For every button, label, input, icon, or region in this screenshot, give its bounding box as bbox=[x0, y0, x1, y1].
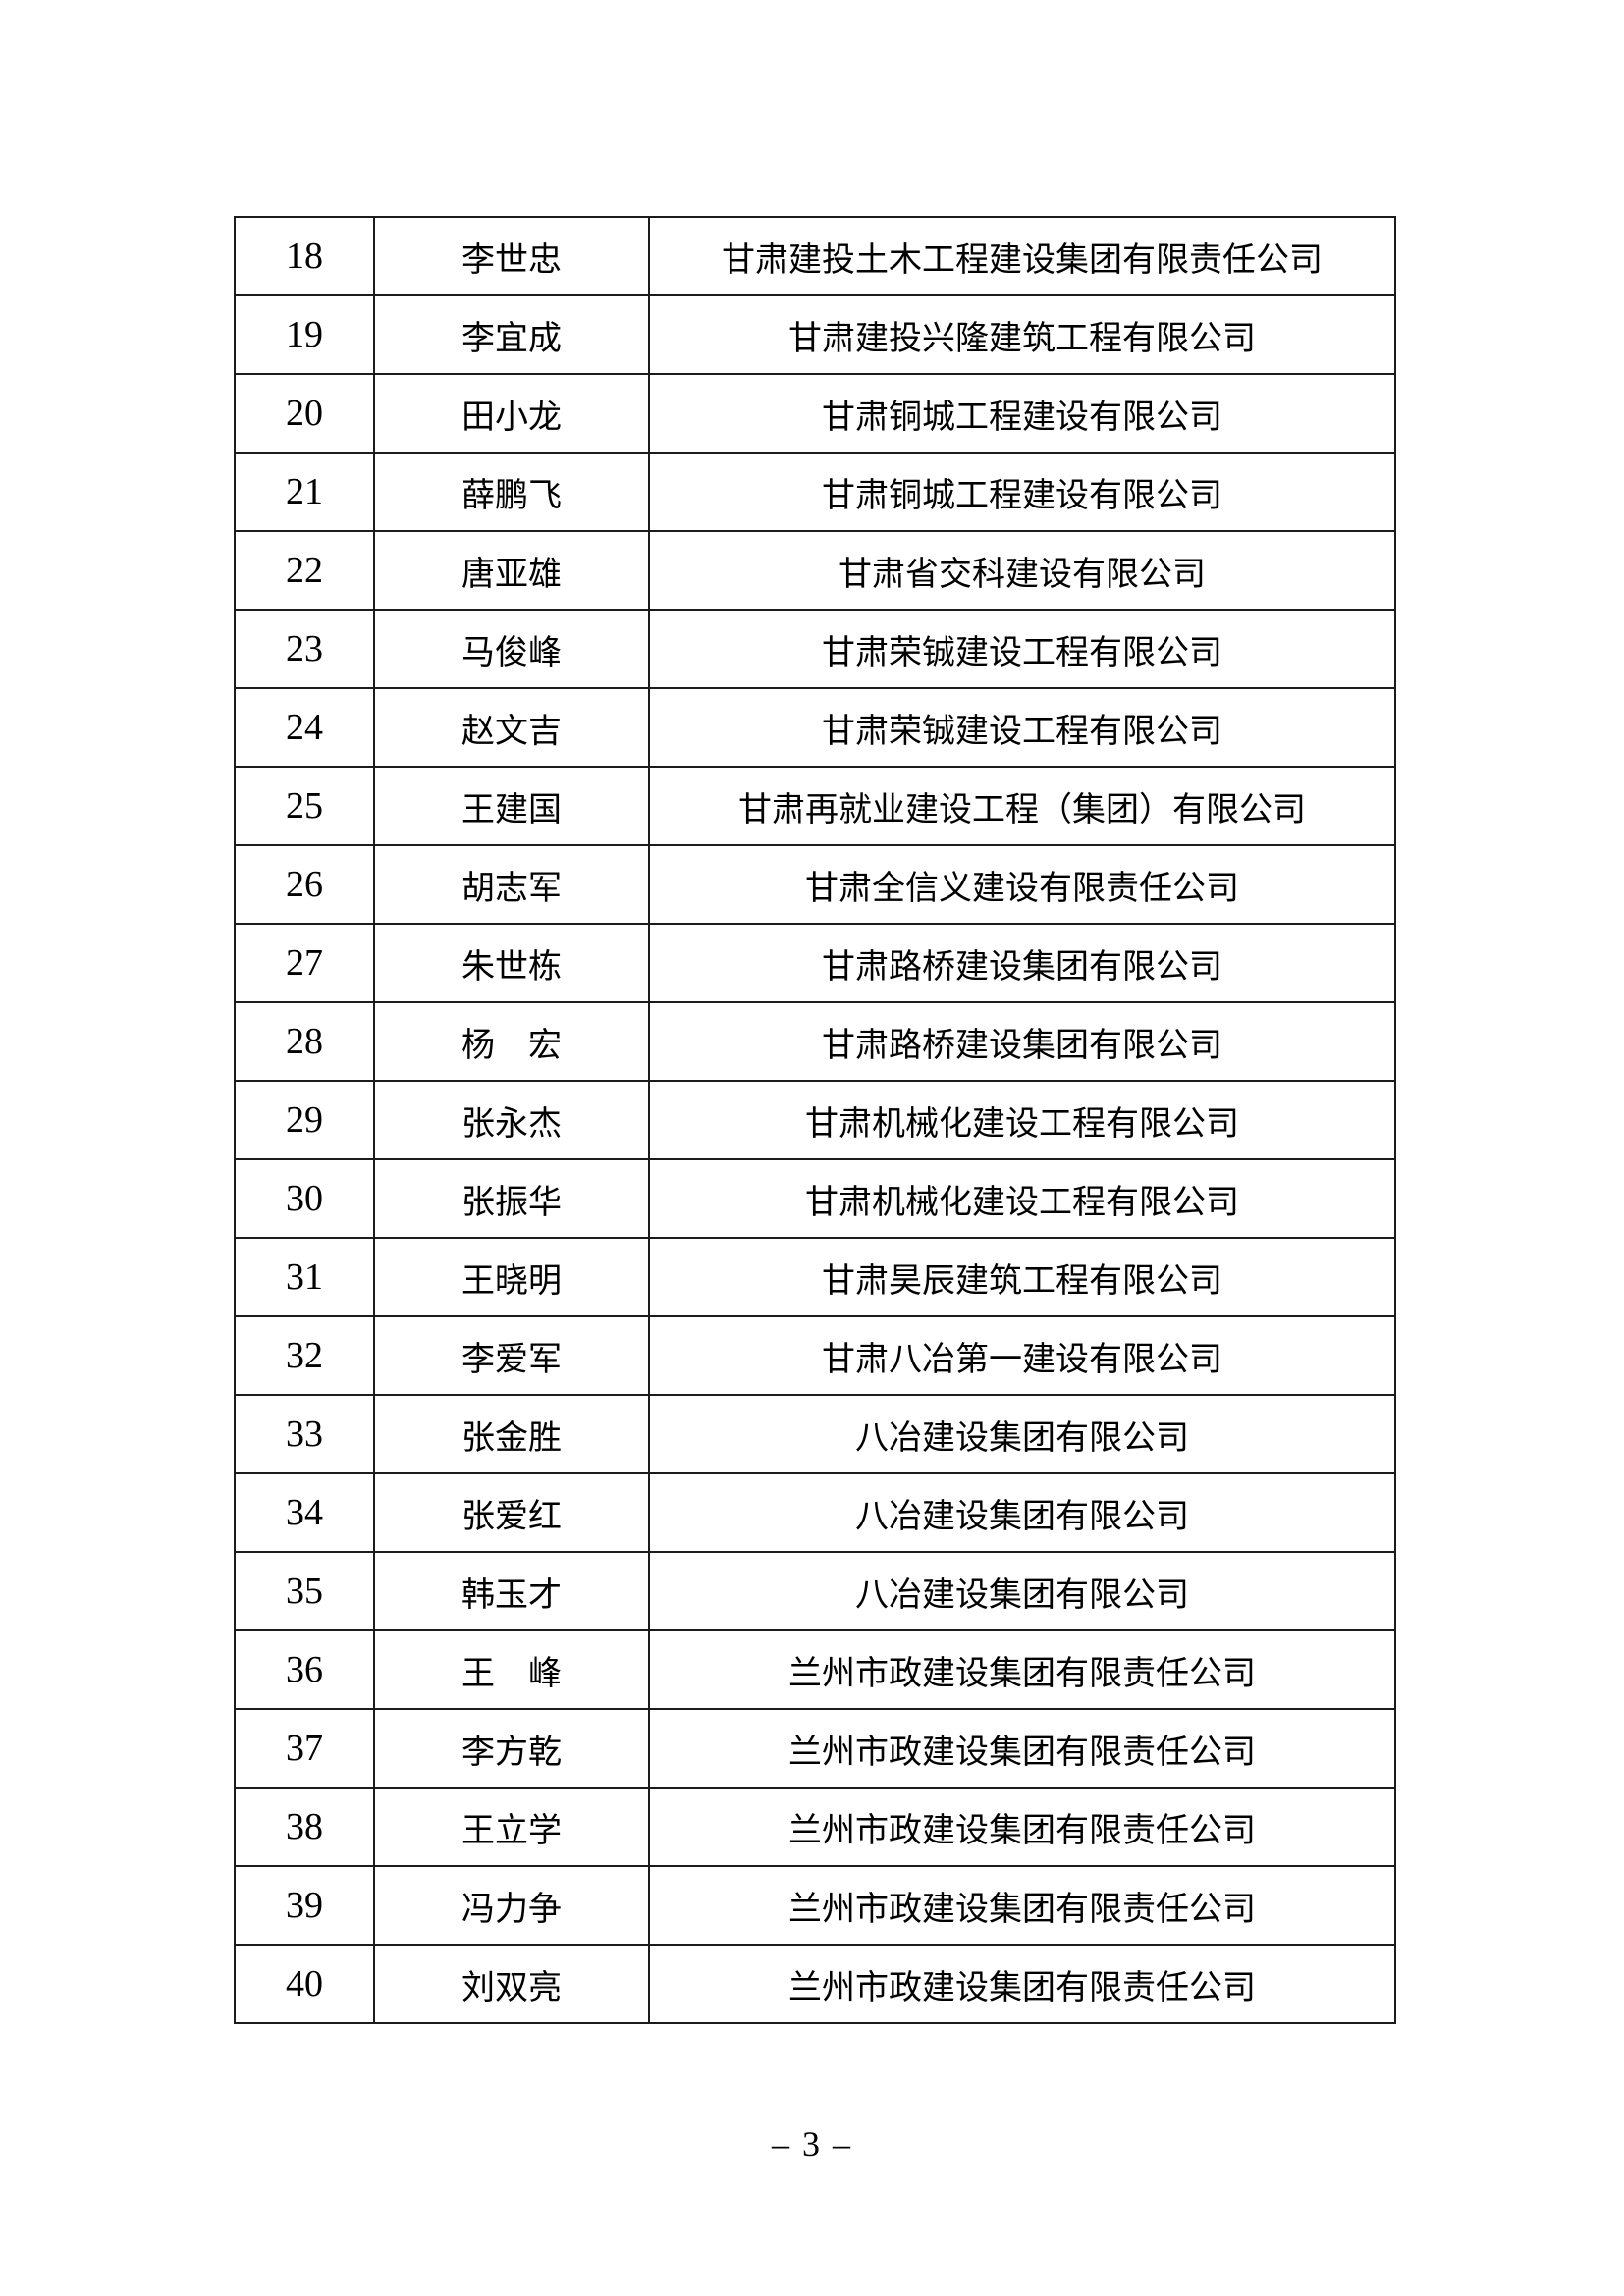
company-cell: 甘肃再就业建设工程（集团）有限公司 bbox=[648, 766, 1396, 846]
company-cell: 兰州市政建设集团有限责任公司 bbox=[648, 1629, 1396, 1710]
row-number-cell: 32 bbox=[234, 1315, 375, 1396]
row-number-cell: 24 bbox=[234, 687, 375, 768]
company-cell: 甘肃省交科建设有限公司 bbox=[648, 530, 1396, 611]
name-cell: 李爱军 bbox=[373, 1315, 650, 1396]
row-number-cell: 33 bbox=[234, 1394, 375, 1474]
row-number-cell: 39 bbox=[234, 1865, 375, 1946]
table-row: 28 杨 宏 甘肃路桥建设集团有限公司 bbox=[234, 1001, 1396, 1082]
row-number-cell: 37 bbox=[234, 1708, 375, 1789]
name-cell: 张爱红 bbox=[373, 1472, 650, 1553]
company-cell: 八冶建设集团有限公司 bbox=[648, 1472, 1396, 1553]
name-cell: 朱世栋 bbox=[373, 923, 650, 1003]
company-cell: 甘肃机械化建设工程有限公司 bbox=[648, 1158, 1396, 1239]
table-row: 22 唐亚雄 甘肃省交科建设有限公司 bbox=[234, 530, 1396, 611]
company-cell: 兰州市政建设集团有限责任公司 bbox=[648, 1708, 1396, 1789]
row-number-cell: 25 bbox=[234, 766, 375, 846]
row-number-cell: 29 bbox=[234, 1080, 375, 1160]
name-cell: 王建国 bbox=[373, 766, 650, 846]
company-cell: 兰州市政建设集团有限责任公司 bbox=[648, 1787, 1396, 1867]
table-row: 38 王立学 兰州市政建设集团有限责任公司 bbox=[234, 1787, 1396, 1867]
row-number-cell: 34 bbox=[234, 1472, 375, 1553]
row-number-cell: 40 bbox=[234, 1944, 375, 2024]
personnel-table: 18 李世忠 甘肃建投土木工程建设集团有限责任公司 19 李宜成 甘肃建投兴隆建… bbox=[234, 216, 1396, 2024]
table-row: 35 韩玉才 八冶建设集团有限公司 bbox=[234, 1551, 1396, 1631]
name-cell: 王立学 bbox=[373, 1787, 650, 1867]
name-cell: 王晓明 bbox=[373, 1237, 650, 1317]
name-cell: 李世忠 bbox=[373, 216, 650, 296]
row-number-cell: 22 bbox=[234, 530, 375, 611]
company-cell: 兰州市政建设集团有限责任公司 bbox=[648, 1944, 1396, 2024]
name-cell: 刘双亮 bbox=[373, 1944, 650, 2024]
row-number-cell: 31 bbox=[234, 1237, 375, 1317]
table-row: 20 田小龙 甘肃铜城工程建设有限公司 bbox=[234, 373, 1396, 454]
table-row: 31 王晓明 甘肃昊辰建筑工程有限公司 bbox=[234, 1237, 1396, 1317]
table-row: 36 王 峰 兰州市政建设集团有限责任公司 bbox=[234, 1629, 1396, 1710]
name-cell: 张振华 bbox=[373, 1158, 650, 1239]
table-row: 19 李宜成 甘肃建投兴隆建筑工程有限公司 bbox=[234, 294, 1396, 375]
table-row: 32 李爱军 甘肃八冶第一建设有限公司 bbox=[234, 1315, 1396, 1396]
table-row: 33 张金胜 八冶建设集团有限公司 bbox=[234, 1394, 1396, 1474]
table-row: 40 刘双亮 兰州市政建设集团有限责任公司 bbox=[234, 1944, 1396, 2024]
name-cell: 马俊峰 bbox=[373, 609, 650, 689]
company-cell: 甘肃八冶第一建设有限公司 bbox=[648, 1315, 1396, 1396]
row-number-cell: 36 bbox=[234, 1629, 375, 1710]
company-cell: 甘肃铜城工程建设有限公司 bbox=[648, 452, 1396, 532]
row-number-cell: 38 bbox=[234, 1787, 375, 1867]
name-cell: 薛鹏飞 bbox=[373, 452, 650, 532]
row-number-cell: 18 bbox=[234, 216, 375, 296]
row-number-cell: 28 bbox=[234, 1001, 375, 1082]
name-cell: 唐亚雄 bbox=[373, 530, 650, 611]
row-number-cell: 27 bbox=[234, 923, 375, 1003]
name-cell: 冯力争 bbox=[373, 1865, 650, 1946]
company-cell: 甘肃机械化建设工程有限公司 bbox=[648, 1080, 1396, 1160]
row-number-cell: 19 bbox=[234, 294, 375, 375]
name-cell: 田小龙 bbox=[373, 373, 650, 454]
table-row: 18 李世忠 甘肃建投土木工程建设集团有限责任公司 bbox=[234, 216, 1396, 296]
row-number-cell: 30 bbox=[234, 1158, 375, 1239]
company-cell: 甘肃荣铖建设工程有限公司 bbox=[648, 687, 1396, 768]
table-row: 37 李方乾 兰州市政建设集团有限责任公司 bbox=[234, 1708, 1396, 1789]
table-row: 29 张永杰 甘肃机械化建设工程有限公司 bbox=[234, 1080, 1396, 1160]
row-number-cell: 23 bbox=[234, 609, 375, 689]
name-cell: 胡志军 bbox=[373, 844, 650, 925]
table-row: 34 张爱红 八冶建设集团有限公司 bbox=[234, 1472, 1396, 1553]
company-cell: 甘肃全信义建设有限责任公司 bbox=[648, 844, 1396, 925]
table-row: 39 冯力争 兰州市政建设集团有限责任公司 bbox=[234, 1865, 1396, 1946]
row-number-cell: 21 bbox=[234, 452, 375, 532]
company-cell: 八冶建设集团有限公司 bbox=[648, 1551, 1396, 1631]
company-cell: 甘肃荣铖建设工程有限公司 bbox=[648, 609, 1396, 689]
row-number-cell: 26 bbox=[234, 844, 375, 925]
table-row: 24 赵文吉 甘肃荣铖建设工程有限公司 bbox=[234, 687, 1396, 768]
table-row: 21 薛鹏飞 甘肃铜城工程建设有限公司 bbox=[234, 452, 1396, 532]
company-cell: 甘肃路桥建设集团有限公司 bbox=[648, 1001, 1396, 1082]
company-cell: 甘肃路桥建设集团有限公司 bbox=[648, 923, 1396, 1003]
company-cell: 兰州市政建设集团有限责任公司 bbox=[648, 1865, 1396, 1946]
row-number-cell: 20 bbox=[234, 373, 375, 454]
name-cell: 赵文吉 bbox=[373, 687, 650, 768]
company-cell: 八冶建设集团有限公司 bbox=[648, 1394, 1396, 1474]
table-row: 26 胡志军 甘肃全信义建设有限责任公司 bbox=[234, 844, 1396, 925]
table-row: 30 张振华 甘肃机械化建设工程有限公司 bbox=[234, 1158, 1396, 1239]
name-cell: 韩玉才 bbox=[373, 1551, 650, 1631]
name-cell: 杨 宏 bbox=[373, 1001, 650, 1082]
name-cell: 张金胜 bbox=[373, 1394, 650, 1474]
table-row: 25 王建国 甘肃再就业建设工程（集团）有限公司 bbox=[234, 766, 1396, 846]
company-cell: 甘肃建投兴隆建筑工程有限公司 bbox=[648, 294, 1396, 375]
name-cell: 张永杰 bbox=[373, 1080, 650, 1160]
row-number-cell: 35 bbox=[234, 1551, 375, 1631]
company-cell: 甘肃建投土木工程建设集团有限责任公司 bbox=[648, 216, 1396, 296]
company-cell: 甘肃铜城工程建设有限公司 bbox=[648, 373, 1396, 454]
company-cell: 甘肃昊辰建筑工程有限公司 bbox=[648, 1237, 1396, 1317]
table-row: 23 马俊峰 甘肃荣铖建设工程有限公司 bbox=[234, 609, 1396, 689]
name-cell: 王 峰 bbox=[373, 1629, 650, 1710]
page-number: – 3 – bbox=[772, 2124, 852, 2163]
name-cell: 李方乾 bbox=[373, 1708, 650, 1789]
table-row: 27 朱世栋 甘肃路桥建设集团有限公司 bbox=[234, 923, 1396, 1003]
name-cell: 李宜成 bbox=[373, 294, 650, 375]
